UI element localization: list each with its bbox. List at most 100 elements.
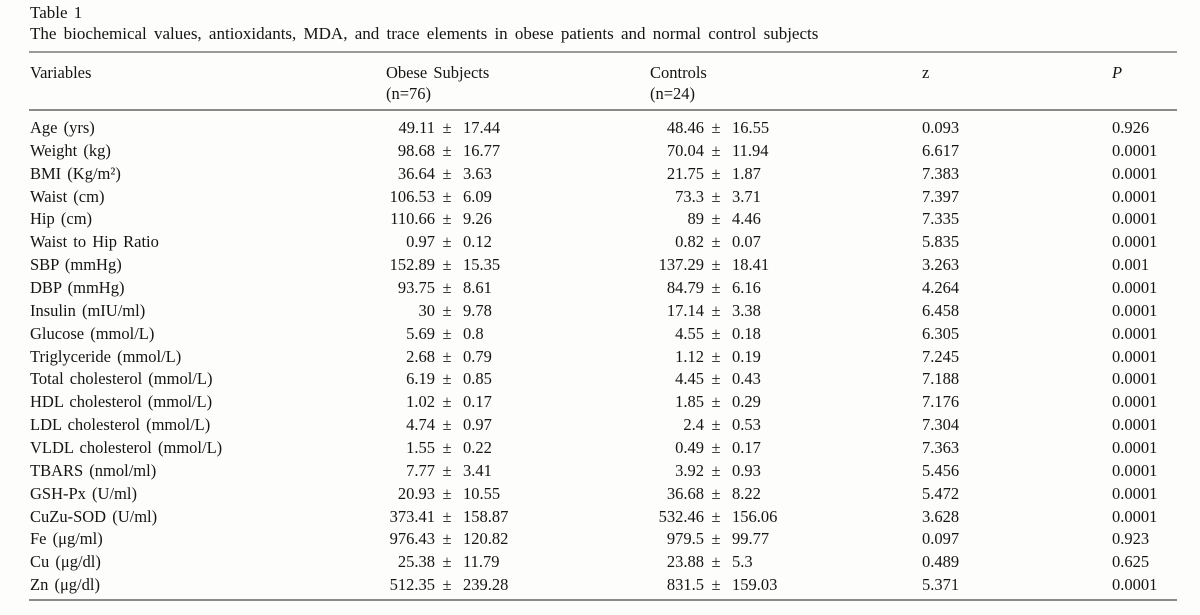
plus-minus-sign: ± [442, 209, 452, 229]
variable-name: Waist to Hip Ratio [30, 232, 159, 252]
plus-minus-sign: ± [442, 392, 452, 412]
z-value: 7.363 [922, 438, 960, 458]
obese-sd-value: 9.78 [463, 300, 492, 320]
plus-minus-sign: ± [711, 140, 721, 160]
table-row: Zn (μg/dl) 512.35 ±239.28 831.5 ±159.03 5.371… [30, 574, 1177, 597]
table-row: GSH-Px (U/ml) 20.93 ±10.55 36.68 ±8.22 5.472 0… [30, 483, 1177, 506]
controls-mean-value: 0.49 [675, 438, 704, 458]
table-row: SBP (mmHg) 152.89 ±15.35 137.29 ±18.41 3.263 0… [30, 254, 1177, 277]
table-row: Waist to Hip Ratio 0.97 ±0.12 0.82 ±0.07 5.83… [30, 231, 1177, 254]
p-value: 0.0001 [1112, 346, 1158, 366]
controls-sd-value: 5.3 [732, 552, 753, 572]
plus-minus-sign: ± [711, 346, 721, 366]
z-value: 6.458 [922, 300, 960, 320]
variable-name: BMI (Kg/m²) [30, 163, 121, 183]
p-value: 0.625 [1112, 552, 1150, 572]
plus-minus-sign: ± [442, 232, 452, 252]
p-value: 0.0001 [1112, 460, 1158, 480]
p-value: 0.0001 [1112, 323, 1158, 343]
controls-mean-value: 89 [687, 209, 705, 229]
controls-mean-value: 84.79 [666, 278, 704, 298]
obese-sd-value: 239.28 [463, 575, 509, 595]
z-value: 4.264 [922, 278, 960, 298]
controls-sd-value: 0.18 [732, 323, 761, 343]
plus-minus-sign: ± [711, 483, 721, 503]
z-value: 7.304 [922, 415, 960, 435]
obese-sd-value: 11.79 [463, 552, 500, 572]
plus-minus-sign: ± [442, 552, 452, 572]
p-value: 0.0001 [1112, 575, 1158, 595]
table-caption: The biochemical values, antioxidants, MD… [30, 24, 819, 43]
obese-sd-value: 0.17 [463, 392, 492, 412]
p-value: 0.0001 [1112, 392, 1158, 412]
variable-name: HDL cholesterol (mmol/L) [30, 392, 213, 412]
controls-mean-value: 21.75 [666, 163, 704, 183]
plus-minus-sign: ± [442, 369, 452, 389]
controls-sd-value: 6.16 [732, 278, 761, 298]
obese-sd-value: 17.44 [463, 118, 501, 137]
table-header-row: Variables Obese Subjects (n=76) Controls… [30, 62, 1177, 104]
controls-sd-value: 0.43 [732, 369, 761, 389]
obese-sd-value: 0.12 [463, 232, 492, 252]
plus-minus-sign: ± [711, 392, 721, 412]
p-value: 0.0001 [1112, 438, 1158, 458]
p-value: 0.0001 [1112, 209, 1158, 229]
variable-name: TBARS (nmol/ml) [30, 460, 157, 480]
plus-minus-sign: ± [442, 438, 452, 458]
header-p-label: P [1112, 63, 1123, 82]
obese-mean-value: 36.64 [397, 163, 435, 183]
obese-mean-value: 106.53 [389, 186, 435, 206]
controls-mean-value: 70.04 [666, 140, 704, 160]
controls-mean-value: 3.92 [675, 460, 704, 480]
obese-mean-value: 1.02 [406, 392, 435, 412]
z-value: 5.371 [922, 575, 960, 595]
z-value: 5.472 [922, 483, 960, 503]
plus-minus-sign: ± [442, 483, 452, 503]
plus-minus-sign: ± [442, 255, 452, 275]
header-variables-label: Variables [30, 63, 92, 82]
variable-name: Waist (cm) [30, 186, 105, 206]
header-controls: Controls (n=24) [650, 62, 922, 104]
plus-minus-sign: ± [711, 552, 721, 572]
z-value: 0.097 [922, 529, 960, 549]
plus-minus-sign: ± [442, 278, 452, 298]
plus-minus-sign: ± [711, 438, 721, 458]
table-row: Weight (kg) 98.68 ±16.77 70.04 ±11.94 6.617 0.… [30, 140, 1177, 163]
variable-name: Triglyceride (mmol/L) [30, 346, 182, 366]
plus-minus-sign: ± [442, 506, 452, 526]
obese-sd-value: 9.26 [463, 209, 492, 229]
controls-sd-value: 18.41 [732, 255, 770, 275]
variable-name: LDL cholesterol (mmol/L) [30, 415, 211, 435]
controls-sd-value: 0.07 [732, 232, 761, 252]
table-row: VLDL cholesterol (mmol/L) 1.55 ±0.22 0.49 ±0… [30, 437, 1177, 460]
plus-minus-sign: ± [711, 369, 721, 389]
controls-mean-value: 831.5 [666, 575, 704, 595]
controls-mean-value: 4.55 [675, 323, 704, 343]
controls-sd-value: 16.55 [732, 118, 770, 137]
p-value: 0.0001 [1112, 140, 1158, 160]
obese-sd-value: 6.09 [463, 186, 492, 206]
controls-mean-value: 17.14 [666, 300, 704, 320]
z-value: 0.093 [922, 118, 960, 137]
obese-mean-value: 49.11 [398, 118, 435, 137]
z-value: 3.628 [922, 506, 960, 526]
header-variables: Variables [30, 62, 386, 104]
variable-name: VLDL cholesterol (mmol/L) [30, 438, 223, 458]
plus-minus-sign: ± [711, 163, 721, 183]
z-value: 5.456 [922, 460, 960, 480]
p-value: 0.0001 [1112, 506, 1158, 526]
obese-mean-value: 93.75 [397, 278, 435, 298]
variable-name: Weight (kg) [30, 140, 111, 160]
table-row: Triglyceride (mmol/L) 2.68 ±0.79 1.12 ±0.19 7… [30, 346, 1177, 369]
plus-minus-sign: ± [711, 300, 721, 320]
obese-sd-value: 3.63 [463, 163, 492, 183]
controls-sd-value: 0.53 [732, 415, 761, 435]
table-row: LDL cholesterol (mmol/L) 4.74 ±0.97 2.4 ±0.5… [30, 414, 1177, 437]
controls-mean-value: 1.12 [675, 346, 704, 366]
controls-sd-value: 159.03 [732, 575, 778, 595]
obese-mean-value: 1.55 [406, 438, 435, 458]
plus-minus-sign: ± [711, 529, 721, 549]
obese-sd-value: 0.8 [463, 323, 484, 343]
plus-minus-sign: ± [442, 300, 452, 320]
obese-mean-value: 110.66 [390, 209, 435, 229]
